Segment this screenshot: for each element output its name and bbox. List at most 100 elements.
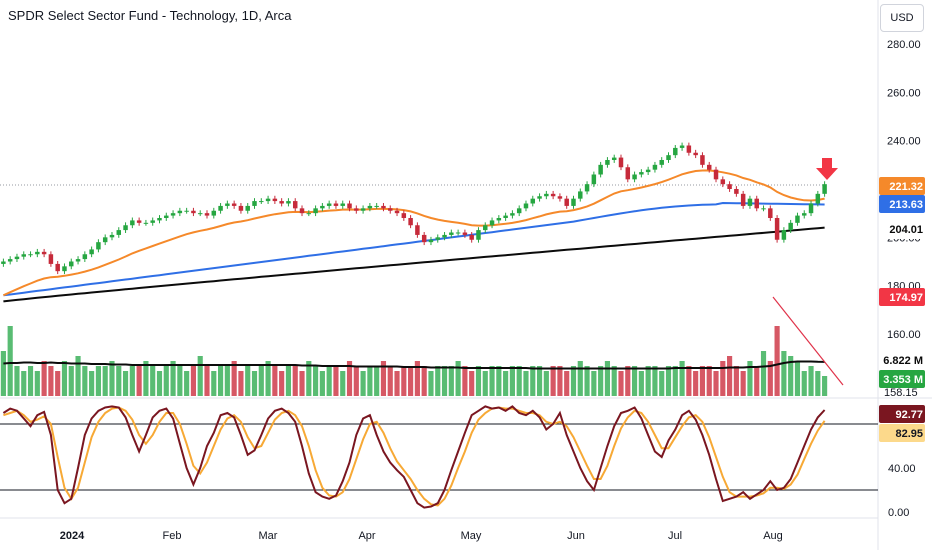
- candle-body: [802, 213, 807, 216]
- candle-body: [455, 232, 461, 234]
- candle-body: [659, 160, 664, 165]
- candle-body: [645, 169, 651, 173]
- trendline[interactable]: [772, 296, 844, 386]
- candle-body: [184, 210, 189, 212]
- candle-body: [476, 230, 481, 240]
- badge-volume: 3.353 M: [883, 374, 923, 386]
- volume-bar: [7, 326, 13, 396]
- price-tick-label: 160.00: [887, 329, 921, 341]
- currency-selector[interactable]: USD: [880, 4, 924, 32]
- candle-body: [788, 222, 793, 231]
- price-tick-label: 240.00: [887, 136, 921, 148]
- candle-body: [557, 196, 563, 199]
- candle-body: [252, 201, 257, 206]
- volume-bar: [387, 366, 393, 396]
- volume-bar: [659, 371, 665, 396]
- candle-body: [442, 234, 447, 238]
- sma-mid-line: [3, 201, 825, 297]
- volume-bar: [346, 361, 353, 396]
- candle-body: [55, 263, 60, 272]
- candle-body: [550, 193, 556, 197]
- candle-body: [747, 198, 753, 206]
- volume-bar: [41, 361, 47, 396]
- volume-bar: [177, 366, 183, 396]
- candle-body: [272, 198, 278, 202]
- candle-body: [143, 222, 149, 224]
- candle-body: [21, 254, 26, 257]
- candle-body: [130, 220, 135, 226]
- candle-body: [191, 210, 196, 214]
- volume-bar: [530, 366, 536, 396]
- time-axis-label: Apr: [358, 530, 375, 542]
- candle-body: [544, 193, 549, 197]
- candle-body: [75, 259, 81, 262]
- candle-body: [197, 213, 203, 215]
- volume-bar: [672, 366, 678, 396]
- volume-bar: [55, 371, 61, 396]
- stoch-d-line: [3, 406, 826, 507]
- candle-body: [761, 208, 766, 210]
- volume-bar: [475, 366, 482, 396]
- candle-body: [394, 210, 400, 214]
- candle-body: [774, 218, 780, 240]
- volume-bar: [68, 366, 74, 396]
- candle-body: [795, 215, 800, 223]
- time-axis-label: Jul: [668, 530, 682, 542]
- time-axis-label: Feb: [163, 530, 182, 542]
- candle-body: [421, 234, 427, 243]
- badge-sma-slow-bg: [879, 220, 925, 238]
- badge-sma-slow: 204.01: [889, 224, 923, 236]
- volume-bar: [156, 371, 163, 396]
- candle-body: [618, 157, 624, 168]
- candle-body: [415, 225, 420, 235]
- badge-ema-bg: [879, 177, 925, 195]
- candle-body: [286, 201, 291, 204]
- time-axis-label: Aug: [763, 530, 783, 542]
- stoch-k-line: [2, 405, 826, 509]
- candle-body: [123, 225, 128, 231]
- volume-bar: [279, 371, 285, 396]
- volume-bar: [251, 371, 258, 396]
- candle-body: [408, 218, 413, 226]
- volume-bar: [781, 351, 787, 396]
- volume-bar: [380, 361, 387, 396]
- candle-body: [449, 232, 454, 235]
- candle-body: [469, 234, 474, 240]
- volume-bar: [27, 366, 34, 396]
- candle-body: [625, 167, 631, 180]
- volume-bar: [428, 371, 434, 396]
- badge-ema: 221.32: [889, 181, 923, 193]
- volume-bar: [217, 366, 224, 396]
- badge-volume-ma: 6.822 M: [883, 355, 923, 367]
- candle-body: [489, 220, 495, 226]
- volume-bar: [231, 361, 237, 396]
- candle-body: [781, 230, 787, 240]
- candle-body: [706, 164, 712, 170]
- candle-body: [96, 242, 101, 250]
- badge-low: 174.97: [889, 292, 923, 304]
- candle-body: [35, 251, 40, 255]
- candle-body: [89, 249, 94, 255]
- candle-body: [102, 237, 108, 243]
- volume-bar: [34, 371, 40, 396]
- candle-body: [14, 256, 20, 260]
- candle-body: [713, 169, 719, 180]
- candle-body: [673, 147, 678, 156]
- candle-body: [354, 208, 359, 211]
- volume-bar: [577, 361, 583, 396]
- volume-bar: [89, 371, 95, 396]
- candle-body: [231, 203, 237, 206]
- volume-bar: [509, 366, 515, 396]
- candle-body: [82, 254, 88, 260]
- candle-body: [584, 184, 590, 192]
- volume-bar: [48, 366, 54, 396]
- volume-bar: [245, 366, 251, 396]
- down-arrow-icon: [816, 158, 838, 180]
- candle-body: [381, 205, 386, 209]
- ema-fast-line: [2, 169, 825, 297]
- candle-body: [768, 208, 773, 219]
- volume-bar: [265, 361, 271, 396]
- candle-body: [571, 198, 576, 206]
- volume-bar: [794, 361, 801, 396]
